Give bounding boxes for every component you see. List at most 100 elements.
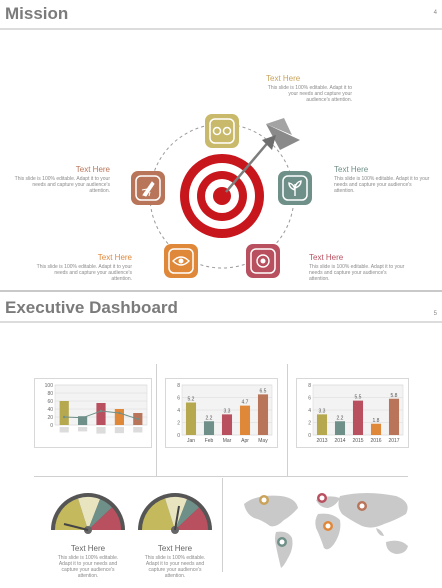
gauge-1 bbox=[51, 493, 125, 534]
world-map bbox=[244, 493, 408, 568]
gauge-2 bbox=[138, 493, 212, 534]
bar-secondary bbox=[96, 427, 106, 434]
grid-divider bbox=[34, 476, 408, 477]
x-tick-label: May bbox=[258, 438, 268, 444]
bar bbox=[352, 400, 364, 435]
gauge-needle bbox=[63, 523, 89, 531]
slide-divider bbox=[0, 290, 442, 292]
data-label: 2.2 bbox=[206, 415, 213, 421]
mission-diagram bbox=[131, 114, 312, 278]
y-tick-label: 20 bbox=[47, 415, 53, 421]
continents bbox=[244, 493, 408, 568]
gauge-heading: Text Here bbox=[157, 544, 193, 553]
x-tick-label: 2016 bbox=[370, 438, 381, 444]
gauge-needle bbox=[174, 505, 180, 531]
mission-item-1: Text Here This slide is 100% editable. A… bbox=[266, 74, 370, 103]
item-heading: Text Here bbox=[75, 165, 110, 174]
data-label: 3.3 bbox=[224, 408, 231, 414]
item-heading: Text Here bbox=[334, 165, 369, 174]
combo-chart: 100 80 60 40 20 0 bbox=[45, 383, 148, 434]
grid-divider bbox=[287, 364, 288, 476]
y-tick-label: 80 bbox=[47, 391, 53, 397]
mission-item-2: Text Here This slide is 100% editable. A… bbox=[334, 165, 432, 194]
x-tick-label: Jan bbox=[187, 438, 195, 444]
bar bbox=[78, 416, 88, 425]
bar-secondary bbox=[59, 427, 69, 433]
gauge-body: This slide is 100% editable. Adapt it to… bbox=[57, 555, 119, 579]
bar bbox=[370, 423, 382, 435]
bar bbox=[334, 421, 346, 435]
mission-slide: Mission 4 bbox=[0, 0, 442, 290]
bar-secondary bbox=[133, 427, 143, 433]
trend-point bbox=[99, 409, 103, 413]
mission-item-5: Text Here This slide is 100% editable. A… bbox=[12, 165, 110, 194]
bar bbox=[203, 421, 215, 435]
x-tick-label: 2015 bbox=[352, 438, 363, 444]
y-tick-label: 100 bbox=[45, 383, 54, 389]
item-heading: Text Here bbox=[266, 74, 301, 83]
data-label: 1.8 bbox=[373, 418, 380, 424]
item-heading: Text Here bbox=[97, 253, 132, 262]
chart-panel-1: 100 80 60 40 20 0 bbox=[34, 378, 152, 448]
chart-panel-2: 8 6 4 2 0 5.2 Jan 2.2 Feb 3.3 Mar 4.7 Apr 6.5 May bbox=[165, 378, 278, 448]
y-tick-label: 8 bbox=[177, 383, 180, 389]
trend-point bbox=[63, 415, 66, 419]
y-tick-label: 60 bbox=[47, 399, 53, 405]
gauge-caption-1: Text Here This slide is 100% editable. A… bbox=[52, 544, 124, 579]
bar-secondary bbox=[114, 427, 124, 434]
bar bbox=[257, 394, 269, 435]
data-label: 6.5 bbox=[260, 388, 267, 394]
gauge-heading: Text Here bbox=[70, 544, 106, 553]
y-tick-label: 8 bbox=[308, 383, 311, 389]
dart-icon bbox=[225, 118, 300, 193]
y-tick-label: 0 bbox=[308, 433, 311, 439]
bar bbox=[316, 414, 328, 435]
item-body: This slide is 100% editable. Adapt it to… bbox=[36, 264, 132, 282]
data-label: 2.2 bbox=[337, 415, 344, 421]
slide-title: Mission bbox=[5, 4, 69, 23]
rocket-tile bbox=[131, 171, 165, 205]
grid-divider bbox=[222, 478, 223, 572]
gauges bbox=[51, 493, 212, 534]
x-tick-label: Feb bbox=[205, 438, 214, 444]
y-tick-label: 4 bbox=[177, 408, 180, 414]
trend-point bbox=[136, 417, 139, 421]
data-label: 5.5 bbox=[355, 395, 362, 401]
mission-item-3: Text Here This slide is 100% editable. A… bbox=[309, 253, 407, 282]
y-tick-label: 0 bbox=[177, 433, 180, 439]
data-label: 5.8 bbox=[391, 393, 398, 399]
item-body: This slide is 100% editable. Adapt it to… bbox=[267, 85, 352, 103]
item-body: This slide is 100% editable. Adapt it to… bbox=[334, 176, 430, 194]
y-tick-label: 6 bbox=[308, 396, 311, 402]
bar bbox=[185, 402, 197, 435]
y-tick-label: 4 bbox=[308, 408, 311, 414]
monthly-bar-chart: 8 6 4 2 0 5.2 Jan 2.2 Feb 3.3 Mar 4.7 Apr 6.5 May bbox=[177, 383, 273, 444]
bar bbox=[239, 405, 251, 435]
y-tick-label: 6 bbox=[177, 396, 180, 402]
target-tile bbox=[246, 244, 280, 278]
chart-panel-3: 8 6 4 2 0 3.3 2013 2.2 2014 5.5 2015 1.8 2016 5.8 2017 bbox=[296, 378, 409, 448]
item-heading: Text Here bbox=[309, 253, 344, 262]
y-tick-label: 0 bbox=[50, 423, 53, 429]
y-tick-label: 40 bbox=[47, 407, 53, 413]
yearly-bar-chart: 8 6 4 2 0 3.3 2013 2.2 2014 5.5 2015 1.8 2016 5.8 2017 bbox=[308, 383, 404, 444]
data-label: 4.7 bbox=[242, 400, 249, 406]
x-tick-label: 2014 bbox=[334, 438, 345, 444]
map-pin-icon bbox=[357, 501, 367, 511]
plant-tile bbox=[278, 171, 312, 205]
x-tick-label: Mar bbox=[223, 438, 232, 444]
bar bbox=[114, 409, 124, 425]
map-pins bbox=[259, 493, 367, 547]
mission-item-4: Text Here This slide is 100% editable. A… bbox=[34, 253, 132, 282]
gauge-body: This slide is 100% editable. Adapt it to… bbox=[144, 555, 206, 579]
grid-divider bbox=[156, 364, 157, 476]
bullseye-icon bbox=[180, 154, 264, 238]
title-rule bbox=[0, 321, 442, 323]
map-pin-icon bbox=[317, 493, 327, 503]
map-pin-icon bbox=[277, 537, 287, 547]
map-pin-icon bbox=[323, 521, 333, 531]
bar-secondary bbox=[78, 427, 88, 432]
eye-tile bbox=[164, 244, 198, 278]
x-tick-label: 2013 bbox=[316, 438, 327, 444]
